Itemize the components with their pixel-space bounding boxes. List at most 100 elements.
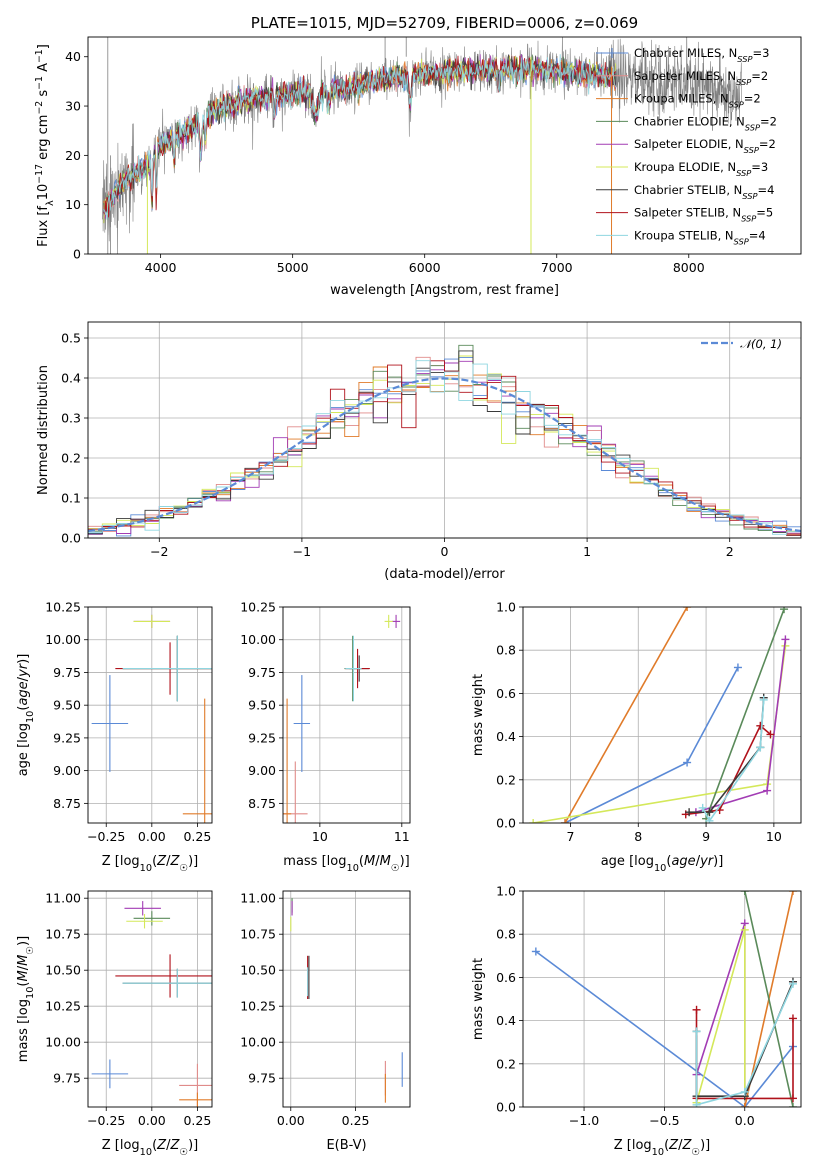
age-vs-Z-frame (87, 606, 213, 824)
x-tick-label: 1 (583, 544, 591, 559)
y-tick-label: 0.4 (496, 1013, 516, 1028)
errorbars-age-vs-mass (283, 614, 401, 823)
y-tick-label: 20 (65, 148, 81, 163)
age-vs-mass-frame (282, 606, 411, 824)
axes-weight-vs-age: 7 8 9 10 0.0 0.2 0.4 0.6 0.8 1.0 (496, 600, 801, 844)
y-tick-label: 10.25 (240, 999, 276, 1014)
y-tick-label: 0.2 (496, 772, 516, 787)
y-tick-label: 1.0 (496, 600, 516, 615)
y-tick-label: 9.25 (248, 730, 276, 745)
histograms (88, 344, 801, 537)
y-axis-label: age [log10(age/yr)] (16, 654, 36, 777)
legend-label: Kroupa STELIB, NSSP=4 (634, 228, 766, 246)
y-tick-label: 9.50 (248, 698, 276, 713)
x-tick-label: −0.25 (87, 1113, 125, 1128)
axes-mass-vs-Z: −0.25 0.00 0.25 9.75 10.00 10.25 10.50 10.75 11.… (45, 891, 212, 1128)
y-tick-label: 0.8 (496, 643, 516, 658)
y-tick-label: 9.75 (248, 665, 276, 680)
x-tick-label: 7000 (541, 260, 573, 275)
mass-vs-Z-frame (87, 890, 213, 1108)
model-kroupa-stelib (103, 54, 617, 220)
weight-line-salpeter-stelib (685, 724, 772, 816)
y-tick-label: 10.00 (240, 1035, 276, 1050)
weight-vs-Z-frame (522, 890, 802, 1108)
x-tick-label: 0.25 (183, 829, 211, 844)
legend-label: Salpeter STELIB, NSSP=5 (634, 206, 773, 224)
y-tick-label: 10.25 (45, 999, 81, 1014)
y-tick-label: 9.00 (248, 763, 276, 778)
legend-label: Salpeter MILES, NSSP=2 (634, 69, 768, 87)
y-tick-label: 30 (65, 99, 81, 114)
x-tick-label: −1.0 (569, 1113, 599, 1128)
x-tick-label: 0.00 (138, 1113, 166, 1128)
lines-weight-vs-age (529, 607, 790, 823)
errorbars-mass-vs-EBV (290, 898, 403, 1103)
x-axis-label: age [log10(age/yr)] (601, 854, 724, 874)
x-tick-label: 6000 (409, 260, 441, 275)
y-tick-label: 40 (65, 49, 81, 64)
axes-residuals: −2 −1 0 1 2 0.0 0.1 0.2 0.3 0.4 0.5 (61, 322, 801, 559)
legend-label: Chabrier MILES, NSSP=3 (634, 46, 769, 64)
weight-line-chabrier-elodie (744, 891, 794, 1107)
y-tick-label: 10.75 (240, 927, 276, 942)
x-tick-label: 0.25 (342, 1113, 370, 1128)
x-axis-label: wavelength [Angstrom, rest frame] (330, 283, 559, 298)
y-tick-label: 0.2 (496, 1056, 516, 1071)
errorbars-age-vs-Z (91, 614, 212, 823)
y-tick-label: 10.25 (45, 600, 81, 615)
x-axis-label: mass [log10(M/M☉)] (283, 854, 409, 874)
y-tick-label: 11.00 (240, 891, 276, 906)
y-tick-label: 9.75 (248, 1071, 276, 1086)
y-tick-label: 0.5 (61, 331, 81, 346)
lines-weight-vs-Z (531, 891, 797, 1107)
x-axis-label: Z [log10(Z/Z☉)] (102, 854, 199, 874)
y-tick-label: 9.00 (53, 763, 81, 778)
y-tick-label: 11.00 (45, 891, 81, 906)
y-tick-label: 0.6 (496, 970, 516, 985)
y-tick-label: 10.50 (45, 963, 81, 978)
legend-label: Salpeter ELODIE, NSSP=2 (634, 137, 776, 155)
y-tick-label: 0 (73, 247, 81, 262)
y-tick-label: 0.2 (61, 451, 81, 466)
axes-weight-vs-Z: −1.0 −0.5 0.0 0.0 0.2 0.4 0.6 0.8 1.0 (496, 884, 801, 1128)
weight-line-chabrier-elodie (705, 608, 785, 819)
x-tick-label: −1 (293, 544, 311, 559)
weight-line-kroupa-miles (564, 607, 688, 823)
x-tick-label: 10 (312, 829, 328, 844)
legend-label: Kroupa MILES, NSSP=2 (634, 92, 761, 110)
x-tick-label: −0.25 (87, 829, 125, 844)
legend-label: Chabrier STELIB, NSSP=4 (634, 183, 774, 201)
x-tick-label: 0.25 (183, 1113, 211, 1128)
x-tick-label: 0.00 (277, 1113, 305, 1128)
weight-line-kroupa-elodie (695, 929, 746, 1103)
y-tick-label: 10.00 (240, 632, 276, 647)
axes-age-vs-Z: −0.25 0.00 0.25 8.75 9.00 9.25 9.50 9.75 10.00 10… (45, 600, 212, 844)
y-tick-label: 0.4 (496, 729, 516, 744)
model-salpeter-stelib (103, 55, 617, 218)
x-tick-label: −2 (150, 544, 168, 559)
x-axis-label: Z [log10(Z/Z☉)] (102, 1138, 199, 1158)
y-tick-label: 10.75 (45, 927, 81, 942)
weight-line-kroupa-stelib (701, 699, 765, 823)
y-tick-label: 8.75 (248, 796, 276, 811)
residuals-frame (87, 321, 802, 539)
weight-line-chabrier-miles (564, 667, 739, 823)
y-tick-label: 0.6 (496, 686, 516, 701)
y-tick-label: 8.75 (53, 796, 81, 811)
weight-vs-age-frame (522, 606, 802, 824)
weight-line-chabrier-miles (535, 950, 794, 1107)
x-axis-label: E(B-V) (326, 1138, 366, 1153)
x-tick-label: 2 (726, 544, 734, 559)
y-tick-label: 0.8 (496, 927, 516, 942)
x-tick-label: 5000 (277, 260, 309, 275)
y-axis-label: mass [log10(M/M☉)] (16, 936, 36, 1062)
y-tick-label: 0.1 (61, 491, 81, 506)
y-tick-label: 9.50 (53, 698, 81, 713)
legend-label: Chabrier ELODIE, NSSP=2 (634, 114, 777, 132)
errorbars-mass-vs-Z (91, 901, 212, 1107)
x-tick-label: 0.0 (735, 1113, 755, 1128)
y-axis-label: Flux [fλ10−17 erg cm−2 s−1 A−1] (34, 44, 56, 247)
x-tick-label: 11 (394, 829, 410, 844)
x-axis-label: Z [log10(Z/Z☉)] (614, 1138, 711, 1158)
y-axis-label: mass weight (471, 958, 486, 1040)
